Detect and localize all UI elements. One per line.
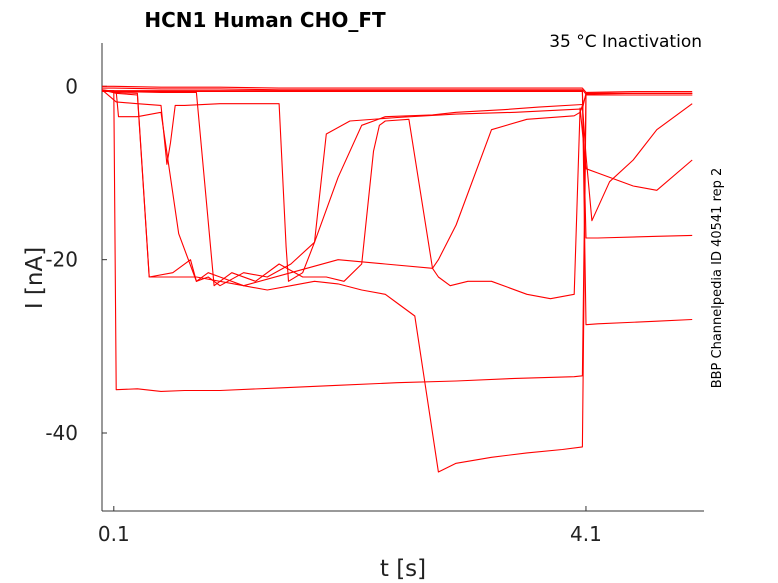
current-trace-4 <box>101 90 693 473</box>
temperature-protocol-annotation: 35 °C Inactivation <box>549 32 702 52</box>
current-trace-10 <box>102 87 693 95</box>
current-trace-3 <box>102 90 693 326</box>
y-axis-label: I [nA] <box>22 247 48 309</box>
current-trace-2 <box>102 90 693 239</box>
y-ticks: 0 -20 -40 <box>45 74 107 445</box>
current-trace-7 <box>101 89 693 300</box>
channelpedia-id-label: BBP Channelpedia ID 40541 rep 2 <box>710 168 725 389</box>
y-tick-label-1: -20 <box>45 248 78 272</box>
x-tick-label-1: 4.1 <box>570 522 602 546</box>
current-trace-6 <box>101 89 693 287</box>
y-tick-label-2: -40 <box>45 421 78 445</box>
x-tick-label-0: 0.1 <box>98 522 130 546</box>
x-axis-label: t [s] <box>380 556 426 582</box>
y-tick-label-0: 0 <box>65 74 78 98</box>
current-trace-9 <box>102 85 693 93</box>
current-trace-5 <box>101 89 693 282</box>
current-trace-1 <box>102 90 693 392</box>
current-trace-8 <box>101 89 693 287</box>
x-ticks: 0.1 4.1 <box>98 506 602 546</box>
chart-title: HCN1 Human CHO_FT <box>144 8 386 32</box>
current-traces <box>101 85 693 473</box>
